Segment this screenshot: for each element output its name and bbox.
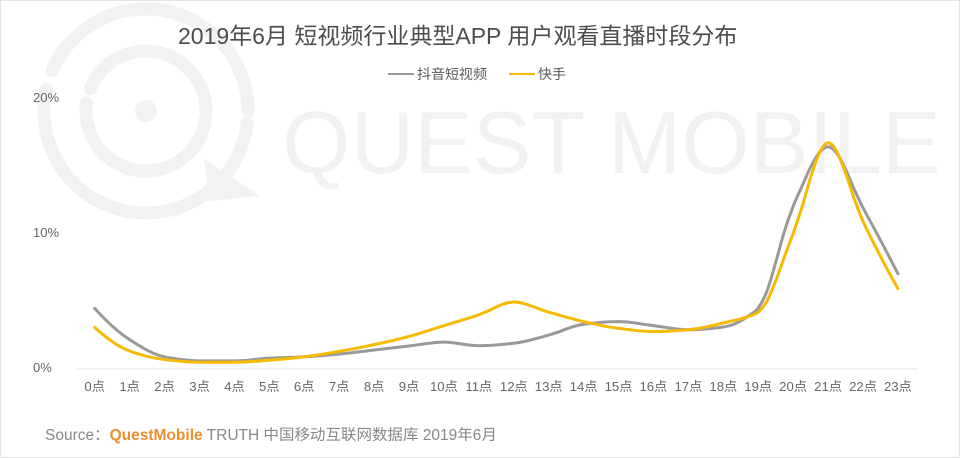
svg-text:20点: 20点	[779, 379, 807, 394]
svg-text:4点: 4点	[224, 379, 245, 394]
svg-text:5点: 5点	[259, 379, 280, 394]
svg-text:0%: 0%	[33, 360, 52, 375]
svg-text:13点: 13点	[535, 379, 563, 394]
svg-text:16点: 16点	[639, 379, 667, 394]
svg-text:0点: 0点	[84, 379, 105, 394]
svg-text:12点: 12点	[500, 379, 528, 394]
svg-text:21点: 21点	[814, 379, 842, 394]
svg-text:23点: 23点	[884, 379, 912, 394]
svg-text:1点: 1点	[119, 379, 140, 394]
svg-text:8点: 8点	[364, 379, 385, 394]
svg-text:7点: 7点	[329, 379, 350, 394]
svg-text:14点: 14点	[570, 379, 598, 394]
svg-text:6点: 6点	[294, 379, 315, 394]
svg-text:10%: 10%	[33, 225, 59, 240]
svg-text:20%: 20%	[33, 91, 59, 105]
svg-text:15点: 15点	[605, 379, 633, 394]
svg-text:18点: 18点	[709, 379, 737, 394]
svg-text:3点: 3点	[189, 379, 210, 394]
svg-text:2点: 2点	[154, 379, 175, 394]
svg-text:10点: 10点	[430, 379, 458, 394]
svg-text:17点: 17点	[674, 379, 702, 394]
svg-text:19点: 19点	[744, 379, 772, 394]
svg-text:22点: 22点	[849, 379, 877, 394]
svg-text:11点: 11点	[465, 379, 492, 394]
svg-text:9点: 9点	[399, 379, 420, 394]
